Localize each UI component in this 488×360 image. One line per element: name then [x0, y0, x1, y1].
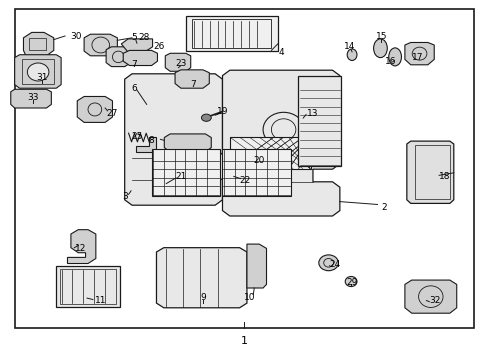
Text: 8: 8 — [148, 136, 154, 145]
Text: 27: 27 — [106, 109, 118, 118]
Text: 7: 7 — [190, 80, 196, 89]
Text: 6: 6 — [131, 84, 137, 93]
Polygon shape — [84, 34, 117, 56]
Text: 10: 10 — [243, 292, 255, 302]
Polygon shape — [165, 53, 190, 71]
Polygon shape — [404, 280, 456, 313]
Text: 9: 9 — [200, 292, 205, 302]
Text: 32: 32 — [428, 296, 440, 305]
Polygon shape — [406, 141, 453, 203]
Polygon shape — [23, 32, 54, 56]
Text: 3: 3 — [122, 192, 127, 201]
Ellipse shape — [318, 255, 338, 271]
Bar — [192, 19, 271, 48]
Polygon shape — [136, 137, 156, 152]
Text: 1: 1 — [241, 336, 247, 346]
Polygon shape — [67, 230, 96, 264]
Polygon shape — [164, 134, 211, 152]
Text: 25: 25 — [131, 132, 142, 141]
Text: 16: 16 — [385, 57, 396, 66]
Text: 33: 33 — [27, 93, 39, 102]
Text: 11: 11 — [94, 296, 106, 305]
Text: 2: 2 — [380, 202, 386, 212]
Ellipse shape — [373, 39, 386, 58]
Text: 17: 17 — [411, 53, 423, 62]
Text: 31: 31 — [36, 73, 47, 82]
Polygon shape — [124, 74, 222, 205]
Text: 18: 18 — [438, 172, 450, 181]
Text: 22: 22 — [238, 176, 250, 185]
Polygon shape — [15, 55, 61, 88]
Text: 13: 13 — [306, 109, 318, 118]
Text: 24: 24 — [328, 260, 340, 269]
Polygon shape — [106, 47, 131, 67]
Text: 30: 30 — [70, 32, 81, 41]
Bar — [185, 16, 277, 51]
Bar — [151, 149, 220, 196]
Ellipse shape — [345, 276, 356, 287]
Polygon shape — [121, 39, 152, 52]
Bar — [222, 149, 290, 196]
Bar — [298, 76, 341, 166]
Polygon shape — [246, 244, 266, 288]
Text: 26: 26 — [153, 42, 164, 51]
Ellipse shape — [388, 48, 401, 66]
Ellipse shape — [346, 49, 356, 60]
Text: 12: 12 — [75, 244, 86, 253]
Text: 19: 19 — [216, 107, 228, 116]
Bar — [229, 137, 310, 169]
Polygon shape — [222, 70, 339, 216]
Bar — [414, 145, 449, 199]
Bar — [56, 266, 120, 307]
Text: 28: 28 — [138, 33, 150, 42]
Polygon shape — [156, 248, 246, 308]
Text: 7: 7 — [131, 60, 137, 69]
Bar — [15, 9, 473, 328]
Polygon shape — [123, 50, 157, 66]
Text: 23: 23 — [175, 59, 186, 68]
Polygon shape — [77, 96, 112, 122]
Text: 20: 20 — [253, 156, 264, 165]
Text: 21: 21 — [175, 172, 186, 181]
Ellipse shape — [201, 114, 211, 121]
Bar — [60, 269, 116, 304]
Polygon shape — [175, 70, 209, 88]
Text: 5: 5 — [131, 33, 137, 42]
Ellipse shape — [27, 63, 49, 81]
Text: 4: 4 — [278, 48, 284, 57]
Polygon shape — [404, 42, 433, 65]
Text: 29: 29 — [346, 278, 357, 287]
Polygon shape — [11, 89, 51, 108]
Text: 15: 15 — [375, 32, 386, 41]
Text: 14: 14 — [343, 42, 355, 51]
